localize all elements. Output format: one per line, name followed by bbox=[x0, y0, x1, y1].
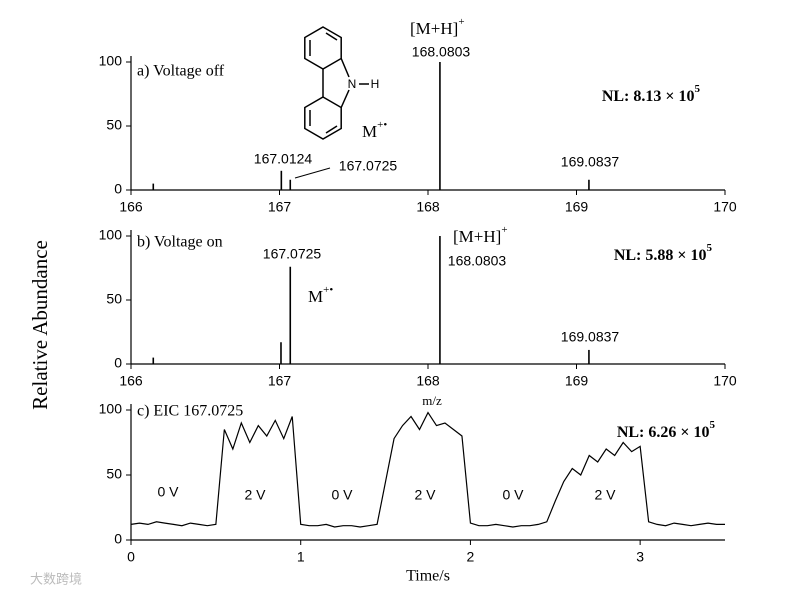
x-tick-label: 1 bbox=[297, 549, 305, 565]
nl-label-sup: 5 bbox=[710, 419, 716, 431]
panel-title: b) Voltage on bbox=[137, 234, 223, 251]
ion-label-base: [M+H] bbox=[453, 227, 501, 246]
x-tick-label: 166 bbox=[119, 373, 143, 389]
nl-label-sup: 5 bbox=[695, 83, 701, 95]
nl-label-base: NL: 5.88 × 10 bbox=[614, 247, 707, 264]
x-axis-label: Time/s bbox=[406, 568, 450, 585]
bond bbox=[340, 89, 350, 108]
y-tick-label: 100 bbox=[99, 53, 123, 69]
x-tick-label: 166 bbox=[119, 199, 143, 215]
nl-label: NL: 8.13 × 105 bbox=[602, 83, 701, 105]
y-tick-label: 0 bbox=[114, 531, 122, 547]
peak-label: 167.0725 bbox=[339, 158, 398, 174]
y-tick-label: 50 bbox=[106, 466, 122, 482]
x-tick-label: 0 bbox=[127, 549, 135, 565]
radical-label-sup: +• bbox=[323, 284, 333, 296]
annotation: 0 V bbox=[157, 484, 179, 500]
bond bbox=[325, 32, 338, 41]
radical-label-sup: +• bbox=[377, 119, 387, 131]
x-tick-label: 167 bbox=[268, 199, 292, 215]
y-tick-label: 50 bbox=[106, 291, 122, 307]
radical-label: M+• bbox=[308, 284, 333, 306]
bond bbox=[340, 58, 350, 78]
panel-title: a) Voltage off bbox=[137, 63, 225, 80]
x-tick-label: 167 bbox=[268, 373, 292, 389]
ion-label-sup: + bbox=[458, 16, 464, 28]
peak-label: 167.0725 bbox=[263, 246, 322, 262]
y-axis-label: Relative Abundance bbox=[28, 240, 52, 410]
x-tick-label: 170 bbox=[713, 199, 737, 215]
x-tick-label: 3 bbox=[636, 549, 644, 565]
y-tick-label: 0 bbox=[114, 181, 122, 197]
x-tick-label: 169 bbox=[565, 199, 589, 215]
y-tick-label: 50 bbox=[106, 117, 122, 133]
carbazole-structure bbox=[304, 26, 369, 140]
watermark: 大数跨境 bbox=[30, 571, 82, 586]
x-tick-label: 168 bbox=[416, 373, 440, 389]
peak-label: 168.0803 bbox=[448, 253, 507, 269]
annotation: 2 V bbox=[414, 487, 436, 503]
y-tick-label: 100 bbox=[99, 401, 123, 417]
panel-title: c) EIC 167.0725 bbox=[137, 403, 243, 420]
peak-label: 167.0124 bbox=[254, 151, 313, 167]
radical-label-base: M bbox=[308, 287, 323, 306]
atom: H bbox=[371, 77, 380, 91]
nl-label: NL: 5.88 × 105 bbox=[614, 242, 713, 264]
x-tick-label: 169 bbox=[565, 373, 589, 389]
ion-label-base: [M+H] bbox=[410, 19, 458, 38]
nl-label-sup: 5 bbox=[707, 242, 713, 254]
peak-label: 168.0803 bbox=[412, 44, 471, 60]
annotation: 2 V bbox=[594, 487, 616, 503]
ion-label-sup: + bbox=[501, 224, 507, 236]
bond bbox=[325, 125, 338, 134]
nl-label-base: NL: 6.26 × 10 bbox=[617, 424, 710, 441]
ion-label: [M+H]+ bbox=[453, 224, 508, 246]
leader-line bbox=[294, 167, 331, 179]
radical-label-base: M bbox=[362, 122, 377, 141]
annotation: 0 V bbox=[331, 487, 353, 503]
atom: N bbox=[348, 77, 357, 91]
x-tick-label: 2 bbox=[467, 549, 475, 565]
y-tick-label: 0 bbox=[114, 355, 122, 371]
radical-label: M+• bbox=[362, 119, 387, 141]
x-axis-label: m/z bbox=[422, 393, 442, 408]
x-tick-label: 170 bbox=[713, 373, 737, 389]
peak-label: 169.0837 bbox=[561, 154, 620, 170]
annotation: 0 V bbox=[502, 487, 524, 503]
peak-label: 169.0837 bbox=[561, 329, 620, 345]
x-tick-label: 168 bbox=[416, 199, 440, 215]
nl-label-base: NL: 8.13 × 10 bbox=[602, 88, 695, 105]
annotation: 2 V bbox=[244, 487, 266, 503]
nl-label: NL: 6.26 × 105 bbox=[617, 419, 716, 441]
eic-line bbox=[130, 411, 725, 528]
ion-label: [M+H]+ bbox=[410, 16, 465, 38]
y-tick-label: 100 bbox=[99, 227, 123, 243]
